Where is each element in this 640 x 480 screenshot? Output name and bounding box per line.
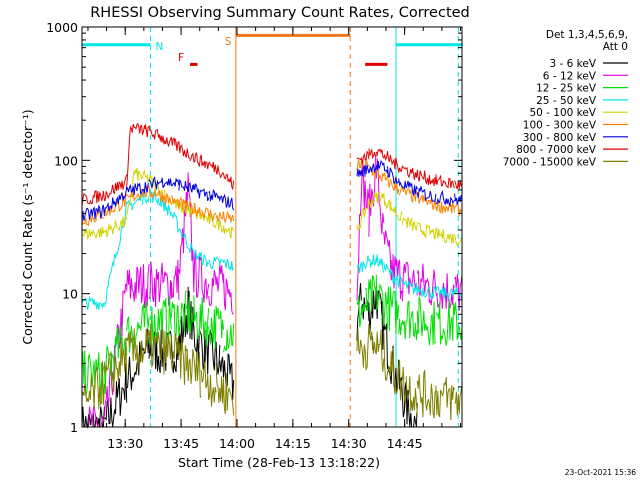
legend-label-2: 6 - 12 keV xyxy=(543,70,597,82)
series-line-5 xyxy=(81,167,463,247)
y-axis-label: Corrected Count Rate (s⁻¹ detector⁻¹) xyxy=(20,109,35,344)
x-axis-label: Start Time (28-Feb-13 13:18:22) xyxy=(178,455,380,470)
series-line-9 xyxy=(81,323,463,421)
legend-label-1: 3 - 6 keV xyxy=(549,58,596,70)
legend-label-8: 800 - 7000 keV xyxy=(516,144,597,156)
chart-title: RHESSI Observing Summary Count Rates, Co… xyxy=(90,5,470,21)
flag-label-S: S xyxy=(225,36,232,48)
y-tick-label-0: 1 xyxy=(70,420,78,435)
y-tick-label-1: 10 xyxy=(62,287,78,302)
legend-label-7: 300 - 800 keV xyxy=(523,132,597,144)
axes: 13:30 13:45 14:00 14:15 14:30 14:45 1 10 100 1000 xyxy=(46,20,462,451)
y-tick-label-2: 100 xyxy=(54,153,78,168)
vertical-markers xyxy=(150,27,459,427)
x-tick-label-3: 14:15 xyxy=(275,436,311,451)
legend-header-line-2: Att 0 xyxy=(603,41,628,53)
legend-label-3: 12 - 25 keV xyxy=(536,83,597,95)
series-line-7 xyxy=(81,160,463,223)
footer-timestamp: 23-Oct-2021 15:36 xyxy=(565,468,636,477)
legend-label-6: 100 - 300 keV xyxy=(523,120,597,132)
legend-label-9: 7000 - 15000 keV xyxy=(503,156,597,168)
x-tick-label-0: 13:30 xyxy=(107,436,143,451)
y-tick-label-3: 1000 xyxy=(46,20,78,35)
series-line-3 xyxy=(81,274,463,397)
x-tick-label-1: 13:45 xyxy=(163,436,199,451)
series-line-8 xyxy=(81,123,463,207)
legend-label-5: 50 - 100 keV xyxy=(529,107,596,119)
flag-label-F: F xyxy=(178,52,184,64)
series-line-2 xyxy=(82,154,463,428)
plot-area: N F S xyxy=(81,27,463,429)
legend-label-4: 25 - 50 keV xyxy=(536,95,597,107)
plot-frame xyxy=(81,26,463,428)
series-layer xyxy=(81,123,463,429)
legend-header-line-1: Det 1,3,4,5,6,9, xyxy=(546,29,628,41)
x-tick-label-5: 14:45 xyxy=(387,436,423,451)
flag-bars: N F S xyxy=(82,33,462,66)
x-tick-label-2: 14:00 xyxy=(219,436,255,451)
flag-label-N: N xyxy=(156,41,164,53)
x-tick-label-4: 14:30 xyxy=(331,436,367,451)
